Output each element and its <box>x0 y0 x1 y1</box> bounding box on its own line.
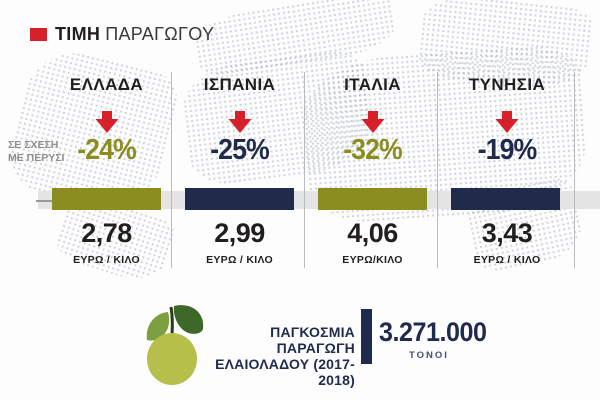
price-unit: ΕΥΡΩ / ΚΙΛΟ <box>206 254 273 266</box>
country-column-tunisia: ΤΥΝΗΣΙΑ -19% 3,43 ΕΥΡΩ / ΚΙΛΟ <box>439 70 575 275</box>
country-name: ΙΣΠΑΝΙΑ <box>203 75 276 94</box>
page-title-bold: ΤΙΜΗ <box>55 24 101 44</box>
country-name: ΤΥΝΗΣΙΑ <box>468 75 546 94</box>
production-value: 3.271.000 <box>379 317 487 347</box>
country-name: ΙΤΑΛΙΑ <box>344 75 401 94</box>
price-bar <box>52 188 161 210</box>
percent-change: -25% <box>210 134 270 166</box>
page-title: ΤΙΜΗ ΠΑΡΑΓΩΓΟΥ <box>55 24 214 45</box>
comparison-note-line1: ΣΕ ΣΧΕΣΗ <box>8 139 59 151</box>
production-label: ΠΑΓΚΟΣΜΙΑ ΠΑΡΑΓΩΓΗ ΕΛΑΙΟΛΑΔΟΥ (2017-2018… <box>200 324 355 388</box>
down-arrow-icon <box>306 111 439 133</box>
country-name: ΕΛΛΑΔΑ <box>69 75 144 94</box>
production-unit: ΤΟΝΟΙ <box>409 350 449 361</box>
down-arrow-icon <box>439 111 575 133</box>
percent-change: -32% <box>343 134 403 166</box>
axis-baseline <box>36 200 57 202</box>
header: ΤΙΜΗ ΠΑΡΑΓΩΓΟΥ <box>30 24 214 45</box>
price-bar <box>451 188 560 210</box>
price-bar <box>185 188 294 210</box>
price-value: 2,99 <box>214 218 265 248</box>
price-value: 3,43 <box>481 218 533 248</box>
production-label-line1: ΠΑΓΚΟΣΜΙΑ ΠΑΡΑΓΩΓΗ <box>270 324 355 356</box>
price-unit: ΕΥΡΩ / ΚΙΛΟ <box>73 254 140 266</box>
page-title-rest: ΠΑΡΑΓΩΓΟΥ <box>105 24 215 44</box>
column-separator <box>437 72 438 268</box>
percent-change: -19% <box>477 134 538 166</box>
price-bar <box>318 188 427 210</box>
red-square-icon <box>30 28 47 41</box>
country-column-italy: ΙΤΑΛΙΑ -32% 4,06 ΕΥΡΩ/ΚΙΛΟ <box>306 70 439 275</box>
comparison-note: ΣΕ ΣΧΕΣΗ ΜΕ ΠΕΡΥΣΙ <box>8 139 72 164</box>
production-label-line2: ΕΛΑΙΟΛΑΔΟΥ (2017-2018) <box>215 356 355 388</box>
country-column-spain: ΙΣΠΑΝΙΑ -25% 2,99 ΕΥΡΩ / ΚΙΛΟ <box>173 70 306 275</box>
price-unit: ΕΥΡΩ/ΚΙΛΟ <box>342 254 403 266</box>
down-arrow-icon <box>173 111 306 133</box>
column-separator <box>574 72 575 268</box>
price-value: 2,78 <box>81 218 132 248</box>
column-separator <box>171 72 172 268</box>
price-value: 4,06 <box>347 218 398 248</box>
comparison-note-line2: ΜΕ ΠΕΡΥΣΙ <box>8 151 65 164</box>
production-divider-bar <box>361 309 372 364</box>
price-unit: ΕΥΡΩ / ΚΙΛΟ <box>473 254 541 266</box>
column-separator <box>304 72 305 268</box>
country-column-greece: ΕΛΛΑΔΑ -24% 2,78 ΕΥΡΩ / ΚΙΛΟ <box>40 70 173 275</box>
down-arrow-icon <box>40 111 173 133</box>
olive-icon <box>137 297 209 394</box>
percent-change: -24% <box>77 134 137 166</box>
